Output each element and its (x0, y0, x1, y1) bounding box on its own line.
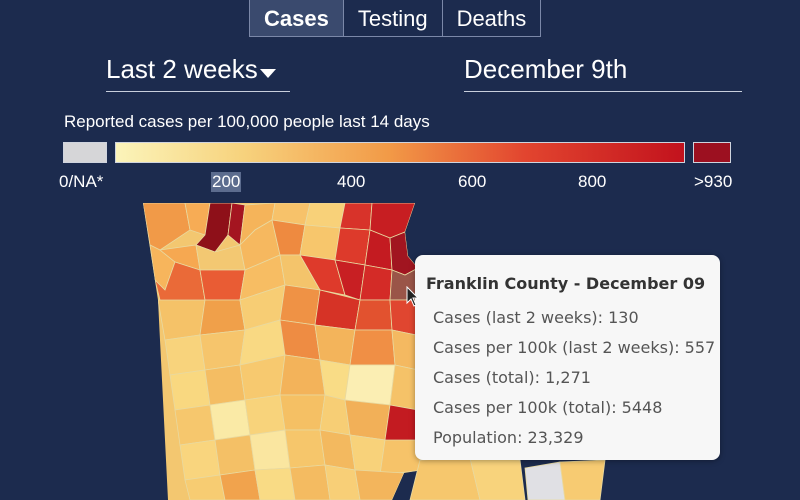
county[interactable] (524, 461, 566, 500)
county[interactable] (359, 264, 393, 301)
tooltip-row: Cases (total): 1,271 (433, 368, 591, 387)
county[interactable] (199, 299, 246, 336)
legend-na-swatch (63, 142, 107, 163)
county[interactable] (244, 394, 286, 436)
county[interactable] (199, 269, 246, 301)
chevron-down-icon (259, 68, 276, 78)
tab-testing[interactable]: Testing (342, 0, 442, 36)
legend-max-label: >930 (694, 172, 733, 191)
county[interactable] (349, 329, 396, 366)
county[interactable] (389, 231, 419, 276)
mouse-cursor-icon (406, 286, 420, 307)
county[interactable] (249, 429, 291, 471)
county[interactable] (279, 394, 326, 431)
county[interactable] (379, 439, 423, 476)
date-selector-label: December 9th (464, 54, 628, 84)
county[interactable] (304, 203, 346, 229)
legend-title: Reported cases per 100,000 people last 1… (64, 112, 430, 131)
legend-gradient-bar (115, 142, 685, 163)
county[interactable] (344, 399, 391, 441)
tooltip-row: Population: 23,329 (433, 428, 584, 447)
county[interactable] (279, 354, 326, 396)
date-selector[interactable]: December 9th (464, 50, 742, 92)
county[interactable] (324, 464, 361, 500)
county[interactable] (279, 284, 321, 326)
county[interactable] (174, 404, 216, 446)
county[interactable] (204, 364, 246, 406)
legend-na-label: 0/NA* (59, 172, 104, 191)
county[interactable] (389, 364, 419, 411)
county[interactable] (354, 299, 393, 331)
legend-tick-600: 600 (458, 172, 487, 191)
county[interactable] (184, 474, 226, 500)
county-tooltip: Franklin County - December 09 Cases (las… (415, 255, 720, 460)
county[interactable] (339, 203, 373, 231)
county[interactable] (169, 369, 211, 411)
tooltip-row: Cases per 100k (total): 5448 (433, 398, 663, 417)
county[interactable] (334, 227, 371, 266)
county[interactable] (254, 467, 296, 500)
tooltip-row: Cases per 100k (last 2 weeks): 557 (433, 338, 716, 357)
county[interactable] (164, 334, 206, 376)
legend-tick-400: 400 (337, 172, 366, 191)
county[interactable] (559, 459, 606, 500)
county[interactable] (284, 429, 326, 469)
county[interactable] (299, 224, 341, 261)
county[interactable] (409, 457, 481, 500)
county[interactable] (314, 324, 356, 366)
period-dropdown[interactable]: Last 2 weeks (106, 50, 290, 92)
county[interactable] (354, 469, 405, 500)
tab-cases[interactable]: Cases (250, 0, 343, 36)
legend-tick-800: 800 (578, 172, 607, 191)
county[interactable] (344, 364, 396, 406)
tooltip-row: Cases (last 2 weeks): 130 (433, 308, 639, 327)
county[interactable] (349, 434, 386, 476)
county[interactable] (157, 299, 206, 341)
legend-tick-200: 200 (211, 172, 242, 192)
tab-deaths[interactable]: Deaths (441, 0, 541, 36)
county[interactable] (469, 457, 526, 500)
county[interactable] (219, 469, 261, 500)
county[interactable] (279, 319, 321, 361)
county[interactable] (214, 434, 256, 476)
tooltip-title: Franklin County - December 09 (426, 274, 706, 293)
county[interactable] (289, 464, 331, 500)
county[interactable] (209, 399, 251, 441)
county[interactable] (179, 439, 221, 481)
county[interactable] (384, 404, 419, 446)
metric-tabs: Cases Testing Deaths (249, 0, 542, 37)
period-dropdown-label: Last 2 weeks (106, 54, 258, 84)
legend-max-swatch (693, 142, 731, 163)
county[interactable] (199, 329, 246, 371)
county[interactable] (143, 203, 191, 251)
